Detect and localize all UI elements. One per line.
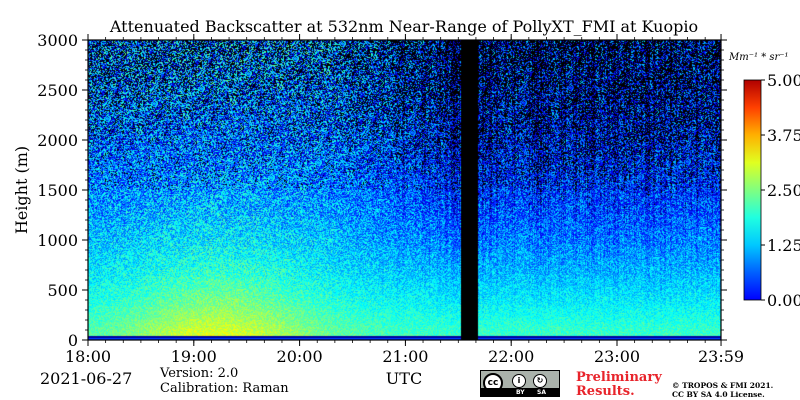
date-label: 2021-06-27 bbox=[40, 369, 132, 388]
colorbar-unit: Mm⁻¹ * sr⁻¹ bbox=[728, 52, 789, 63]
preliminary-line1: Preliminary bbox=[576, 370, 662, 385]
version-label: Version: 2.0 bbox=[159, 366, 238, 381]
by-icon: i bbox=[512, 374, 526, 388]
colorbar-tick-label: 0.00 bbox=[767, 291, 800, 310]
y-axis-label: Height (m) bbox=[12, 146, 31, 234]
backscatter-heatmap bbox=[88, 40, 721, 340]
x-axis-label: UTC bbox=[386, 369, 422, 388]
preliminary-line2: Results. bbox=[576, 384, 635, 399]
x-axis: 18:00 19:00 20:00 21:00 22:00 23:00 23:59 bbox=[65, 34, 744, 366]
sa-label: SA bbox=[537, 389, 546, 396]
y-tick-label: 500 bbox=[47, 281, 78, 300]
x-tick-label: 20:00 bbox=[277, 347, 323, 366]
colorbar-ticks: 0.00 1.25 2.50 3.75 5.00 bbox=[761, 71, 800, 310]
copyright-line2: CC BY SA 4.0 License. bbox=[672, 390, 765, 399]
x-tick-label: 18:00 bbox=[65, 347, 111, 366]
copyright-line1: © TROPOS & FMI 2021. bbox=[672, 381, 773, 390]
x-tick-label: 23:00 bbox=[594, 347, 640, 366]
by-label: BY bbox=[516, 389, 525, 396]
colorbar-tick-label: 5.00 bbox=[767, 71, 800, 90]
chart-title: Attenuated Backscatter at 532nm Near-Ran… bbox=[109, 17, 698, 36]
y-tick-label: 2500 bbox=[37, 81, 78, 100]
colorbar-tick-label: 3.75 bbox=[767, 126, 800, 145]
y-axis: 0 500 1000 1500 2000 2500 3000 bbox=[37, 31, 727, 350]
x-tick-label: 19:00 bbox=[171, 347, 217, 366]
x-tick-label: 22:00 bbox=[488, 347, 534, 366]
y-tick-label: 3000 bbox=[37, 31, 78, 50]
x-tick-label: 21:00 bbox=[382, 347, 428, 366]
x-tick-label: 23:59 bbox=[698, 347, 744, 366]
y-tick-label: 0 bbox=[68, 331, 78, 350]
y-tick-label: 1000 bbox=[37, 231, 78, 250]
y-tick-label: 1500 bbox=[37, 181, 78, 200]
cc-badge-strip bbox=[481, 388, 559, 396]
y-tick-label: 2000 bbox=[37, 131, 78, 150]
colorbar bbox=[743, 79, 762, 301]
colorbar-tick-label: 1.25 bbox=[767, 236, 800, 255]
sa-icon: ↻ bbox=[533, 374, 547, 388]
calibration-label: Calibration: Raman bbox=[160, 381, 289, 396]
colorbar-tick-label: 2.50 bbox=[767, 181, 800, 200]
cc-license-badge[interactable]: cc i ↻ BY SA bbox=[480, 370, 560, 397]
